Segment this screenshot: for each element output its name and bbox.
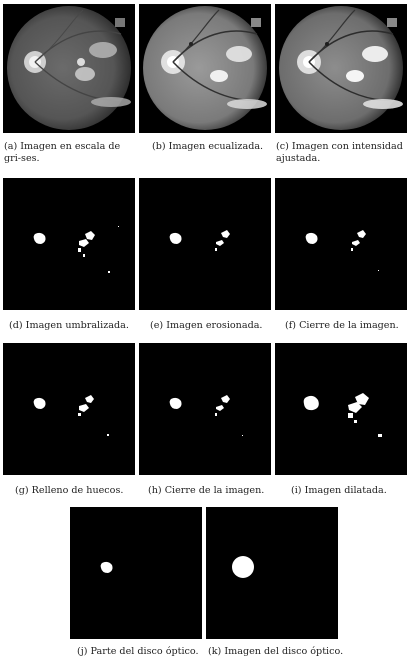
fundus-image-equalized [139, 4, 271, 133]
caption-e: (e) Imagen erosionada. [150, 320, 282, 332]
caption-a: (a) Imagen en escala de gri-ses. [4, 141, 136, 165]
binary-image-optic-disc-part [70, 507, 202, 639]
fundus-image-grayscale [3, 4, 135, 133]
caption-j: (j) Parte del disco óptico. [77, 646, 209, 658]
caption-k: (k) Imagen del disco óptico. [208, 646, 348, 658]
caption-c: (c) Imagen con intensidad ajustada. [276, 141, 408, 165]
binary-image-hole-filling [3, 343, 135, 475]
caption-h: (h) Cierre de la imagen. [148, 485, 280, 497]
fundus-image-adjusted [275, 4, 407, 133]
binary-image-optic-disc [206, 507, 338, 639]
binary-image-thresholded [3, 178, 135, 310]
caption-d: (d) Imagen umbralizada. [9, 320, 141, 332]
caption-g: (g) Relleno de huecos. [15, 485, 147, 497]
caption-i: (i) Imagen dilatada. [291, 485, 411, 497]
binary-image-closing [275, 178, 407, 310]
caption-b: (b) Imagen ecualizada. [152, 141, 284, 153]
binary-image-eroded [139, 178, 271, 310]
binary-image-closing-2 [139, 343, 271, 475]
binary-image-dilated [275, 343, 407, 475]
caption-f: (f) Cierre de la imagen. [285, 320, 411, 332]
